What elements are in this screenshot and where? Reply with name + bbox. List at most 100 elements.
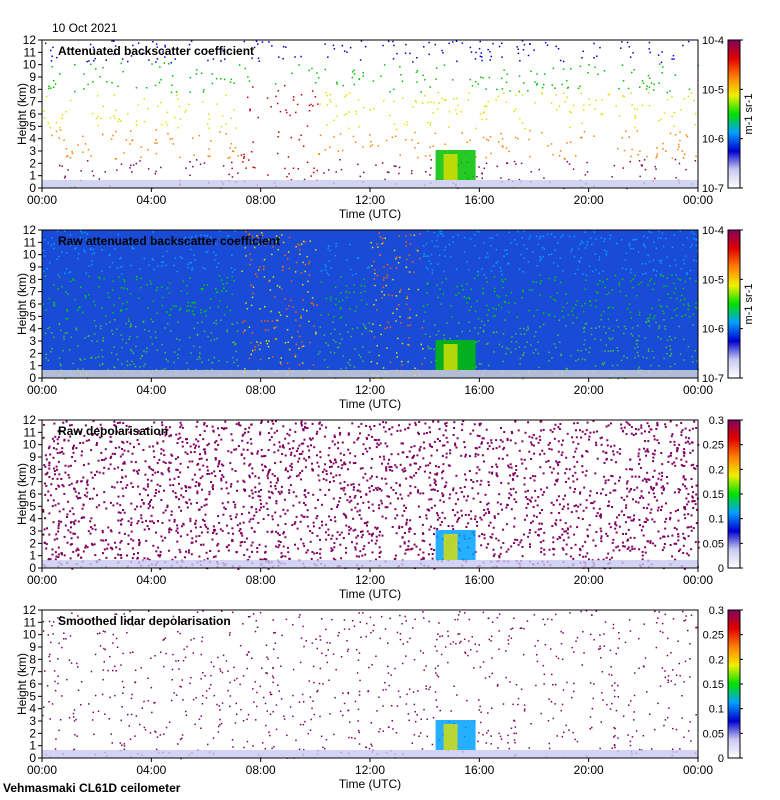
data-speck (554, 423, 557, 426)
data-speck (246, 448, 249, 451)
data-speck (409, 324, 411, 326)
data-speck (64, 524, 67, 527)
data-speck (659, 537, 662, 540)
data-speck (295, 343, 298, 346)
data-speck (595, 444, 598, 447)
data-speck (312, 525, 315, 528)
data-speck (628, 242, 631, 245)
data-speck (673, 234, 676, 236)
data-speck (189, 262, 191, 264)
data-speck (175, 94, 178, 97)
data-speck (431, 557, 434, 560)
data-speck (127, 450, 130, 453)
data-speck (231, 293, 233, 296)
data-speck (555, 45, 557, 48)
data-speck (255, 40, 258, 43)
data-speck (393, 123, 396, 126)
data-speck (571, 474, 574, 477)
data-speck (347, 362, 349, 364)
data-speck (587, 72, 589, 74)
data-speck (63, 230, 66, 232)
data-speck (483, 242, 485, 244)
data-speck (168, 527, 171, 530)
data-speck (190, 261, 192, 264)
data-speck (175, 468, 178, 471)
data-speck (615, 516, 618, 519)
data-speck (641, 165, 643, 167)
data-speck (360, 422, 363, 425)
data-speck (411, 106, 414, 108)
data-speck (246, 308, 249, 310)
data-speck (360, 536, 363, 539)
data-speck (569, 525, 572, 528)
data-speck (86, 479, 89, 482)
data-speck (647, 350, 650, 352)
data-speck (653, 83, 655, 86)
data-speck (107, 526, 110, 529)
data-speck (93, 333, 96, 335)
data-speck (286, 111, 288, 114)
data-speck (314, 82, 317, 84)
data-speck (341, 441, 344, 444)
data-speck (113, 467, 116, 470)
data-speck (299, 520, 302, 523)
data-speck (645, 480, 648, 483)
data-speck (530, 441, 533, 444)
data-speck (436, 235, 439, 237)
data-speck (277, 135, 279, 138)
data-speck (533, 452, 535, 455)
data-speck (169, 484, 172, 487)
data-speck (381, 237, 384, 240)
data-speck (341, 149, 344, 152)
y-tick-label: 8 (29, 82, 36, 96)
data-speck (225, 133, 227, 135)
data-speck (47, 359, 49, 362)
data-speck (274, 83, 277, 85)
data-speck (651, 307, 653, 310)
data-speck (101, 349, 103, 351)
data-speck (218, 521, 221, 524)
data-speck (284, 298, 286, 300)
data-speck (339, 292, 342, 294)
data-speck (510, 466, 513, 469)
data-speck (195, 540, 197, 543)
data-speck (693, 99, 695, 102)
data-speck (82, 151, 84, 153)
data-speck (111, 548, 114, 551)
data-speck (452, 79, 454, 81)
data-speck (285, 109, 287, 111)
data-speck (107, 292, 110, 294)
data-speck (562, 539, 565, 542)
data-speck (271, 253, 273, 256)
data-speck (141, 52, 143, 55)
data-speck (54, 473, 56, 476)
data-speck (386, 445, 389, 448)
data-speck (583, 311, 585, 313)
data-speck (45, 458, 48, 461)
data-speck (331, 440, 334, 443)
data-speck (694, 467, 697, 470)
data-speck (689, 451, 692, 454)
data-speck (569, 126, 571, 129)
data-speck (505, 550, 508, 553)
data-speck (169, 138, 171, 140)
data-speck (204, 523, 207, 526)
data-speck (85, 495, 88, 498)
data-speck (328, 447, 331, 449)
y-tick-label: 5 (29, 309, 36, 323)
data-speck (437, 296, 440, 299)
data-speck (71, 242, 74, 245)
data-speck (673, 125, 675, 128)
data-speck (429, 484, 432, 487)
data-speck (47, 558, 50, 560)
data-speck (561, 508, 564, 511)
data-speck (604, 482, 607, 485)
data-speck (631, 71, 633, 74)
data-speck (182, 280, 184, 282)
data-speck (338, 426, 341, 429)
data-speck (630, 333, 633, 335)
data-speck (202, 101, 204, 103)
data-speck (301, 341, 303, 343)
data-speck (354, 528, 357, 531)
data-speck (564, 472, 567, 475)
